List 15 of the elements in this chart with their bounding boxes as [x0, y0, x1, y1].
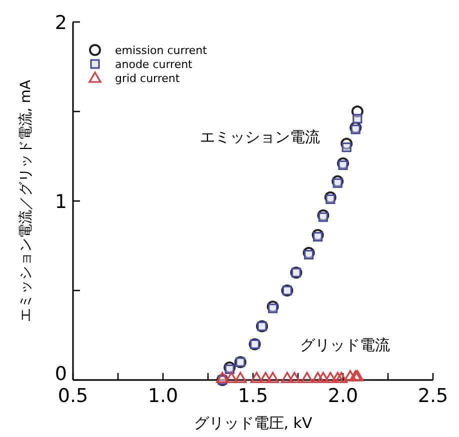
x-tick-label: 1.0: [148, 385, 178, 407]
annotation: エミッション電流: [200, 128, 320, 146]
x-tick-label: 0.5: [58, 385, 88, 407]
legend-label: emission current: [115, 44, 208, 57]
y-tick-label: 0: [54, 363, 67, 385]
annotation: グリッド電流: [300, 336, 390, 354]
x-tick-label: 2.0: [328, 385, 358, 407]
y-tick-label: 1: [54, 191, 67, 213]
x-axis-title: グリッド電圧, kV: [194, 414, 313, 432]
y-tick-label: 2: [54, 12, 67, 34]
legend-label: grid current: [115, 72, 180, 85]
x-tick-label: 1.5: [238, 385, 268, 407]
legend-label: anode current: [115, 58, 194, 71]
y-axis-title: エミッション電流／グリッド電流, mA: [18, 80, 34, 322]
x-tick-label: 2.5: [418, 385, 448, 407]
